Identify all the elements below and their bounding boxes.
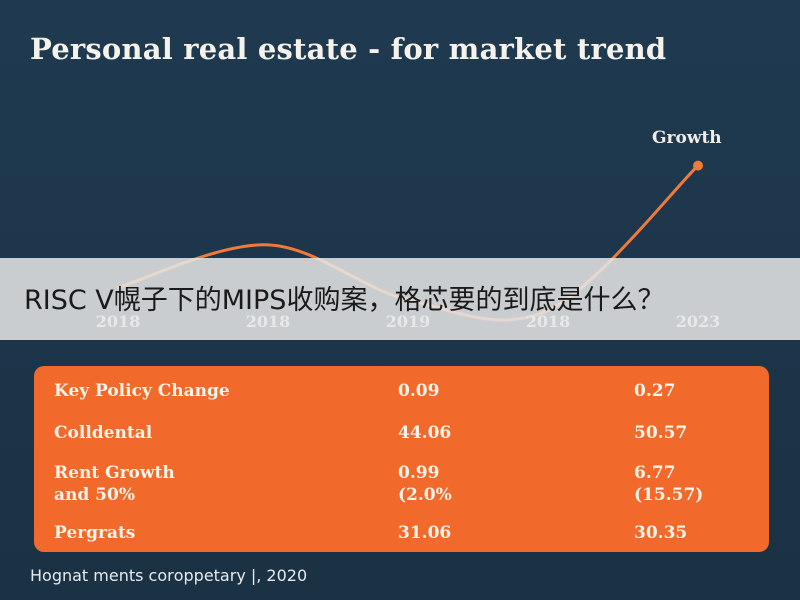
growth-annotation: Growth — [652, 128, 722, 148]
row-label: Pergrats — [54, 523, 136, 543]
overlay-banner — [0, 258, 800, 340]
row-value-2: 0.27 — [634, 381, 676, 401]
row-value-2-line-2: (15.57) — [634, 485, 704, 505]
footer-caption: Hognat ments corорpetary |, 2020 — [30, 566, 308, 585]
overlay-banner-text: RISC V幌子下的MIPS收购案，格芯要的到底是什么？ — [24, 285, 665, 316]
row-value-1: 31.06 — [398, 523, 452, 543]
row-value-2: 6.77 — [634, 463, 676, 483]
row-value-2: 30.35 — [634, 523, 688, 543]
row-value-1: 0.99 — [398, 463, 440, 483]
row-label: Colldental — [54, 423, 153, 443]
chart-title: Personal real estate - for market trend — [30, 32, 667, 66]
data-point — [693, 160, 703, 171]
row-label: Key Policy Change — [54, 381, 230, 401]
row-label: Rent Growth — [54, 463, 175, 483]
row-label-line-2: and 50% — [54, 485, 135, 505]
row-value-1-line-2: (2.0% — [398, 485, 452, 505]
row-value-1: 44.06 — [398, 423, 452, 443]
data-table: Key Policy Change 0.09 0.27 Colldental 4… — [34, 366, 769, 552]
row-value-1: 0.09 — [398, 381, 440, 401]
row-value-2: 50.57 — [634, 423, 688, 443]
